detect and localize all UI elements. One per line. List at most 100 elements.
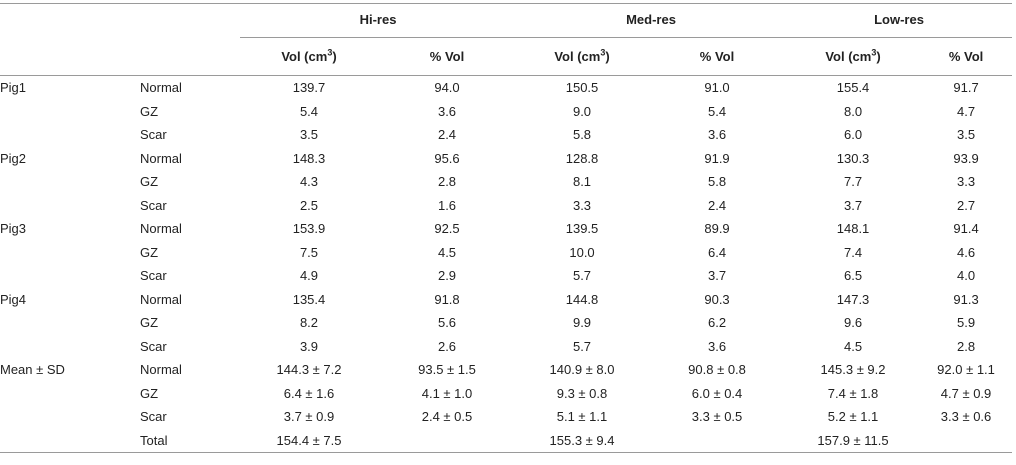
row-group-label [0,194,140,218]
row-tissue-label: Normal [140,362,182,378]
row-tissue-label: Normal [140,150,182,166]
cell-vol: 9.9 [572,315,592,331]
row-tissue-label: GZ [140,174,159,190]
cell-pct-vol: 92.0 ± 1.1 [937,362,995,378]
row-group-label [0,123,140,147]
table-row: Pig2 Normal 148.3 95.6 128.8 91.9 130.3 93.9 [0,147,1012,171]
table-row: Scar 3.7 ± 0.9 2.4 ± 0.5 5.1 ± 1.1 3.3 ± 0.5… [0,405,1012,429]
cell-pct-vol: 4.0 [956,268,976,284]
table-row: GZ 6.4 ± 1.6 4.1 ± 1.0 9.3 ± 0.8 6.0 ± 0.4 7.… [0,382,1012,406]
cell-pct-vol: 3.7 [707,268,727,284]
cell-vol: 153.9 [292,221,326,237]
cell-pct-vol: 3.5 [956,127,976,143]
cell-pct-vol: 89.9 [704,221,730,237]
row-tissue-label: Total [140,432,168,448]
table-row: Pig4 Normal 135.4 91.8 144.8 90.3 147.3 91.3 [0,288,1012,312]
row-group-label [0,405,140,429]
cell-vol: 8.2 [299,315,319,331]
cell-vol: 145.3 ± 9.2 [820,362,886,378]
row-tissue-label: Normal [140,80,182,96]
subheader-row: Vol (cm3) % Vol Vol (cm3) % Vol Vol (cm3… [0,38,1013,76]
blank-header-cell [0,38,140,76]
group-header-low-res: Low-res [786,3,1013,38]
cell-vol: 3.3 [572,197,592,213]
cell-vol: 144.8 [565,291,599,307]
row-tissue-label: Scar [140,127,167,143]
row-group-label [0,170,140,194]
cell-pct-vol: 2.4 [437,127,457,143]
cell-pct-vol: 6.4 [707,244,727,260]
cell-pct-vol: 91.3 [953,291,979,307]
cell-pct-vol: 3.3 ± 0.6 [940,409,992,425]
cell-vol: 5.4 [299,103,319,119]
row-group-label [0,100,140,124]
cell-pct-vol: 4.7 [956,103,976,119]
cell-vol: 2.5 [299,197,319,213]
row-tissue-label: GZ [140,244,159,260]
table-row: GZ 5.4 3.6 9.0 5.4 8.0 4.7 [0,100,1012,124]
table-row: Pig1 Normal 139.7 94.0 150.5 91.0 155.4 91.7 [0,76,1012,100]
row-group-label [0,382,140,406]
cell-pct-vol: 3.6 [707,127,727,143]
cell-pct-vol: 2.7 [956,197,976,213]
cell-pct-vol: 2.6 [437,338,457,354]
cell-vol: 155.3 ± 9.4 [549,432,615,448]
cell-vol: 7.4 ± 1.8 [827,385,879,401]
cell-vol: 148.1 [836,221,870,237]
group-header-row: Hi-res Med-res Low-res [0,3,1013,38]
row-group-label [0,241,140,265]
row-tissue-label: GZ [140,315,159,331]
row-tissue-label: Scar [140,197,167,213]
cell-pct-vol: 3.6 [707,338,727,354]
cell-vol: 3.7 [843,197,863,213]
cell-vol: 6.5 [843,268,863,284]
row-tissue-label: Scar [140,409,167,425]
row-group-label [0,429,140,453]
cell-pct-vol: 2.8 [956,338,976,354]
cell-pct-vol: 92.5 [434,221,460,237]
table-body: Pig1 Normal 139.7 94.0 150.5 91.0 155.4 91.7 GZ 5… [0,76,1013,453]
cell-pct-vol: 2.4 [707,197,727,213]
blank-header-cell [140,38,240,76]
cell-pct-vol [378,429,516,453]
cell-vol: 140.9 ± 8.0 [549,362,615,378]
cell-vol: 10.0 [569,244,595,260]
row-group-label: Pig4 [0,291,27,307]
cell-vol: 157.9 ± 11.5 [817,432,889,448]
cell-vol: 128.8 [565,150,599,166]
cell-vol: 9.0 [572,103,592,119]
cell-pct-vol: 4.7 ± 0.9 [940,385,992,401]
table-row: GZ 4.3 2.8 8.1 5.8 7.7 3.3 [0,170,1012,194]
row-group-label: Pig1 [0,80,27,96]
cell-pct-vol: 90.8 ± 0.8 [688,362,746,378]
cell-vol: 3.7 ± 0.9 [283,409,335,425]
row-tissue-label: Scar [140,268,167,284]
cell-pct-vol: 4.6 [956,244,976,260]
table-row: Scar 3.5 2.4 5.8 3.6 6.0 3.5 [0,123,1012,147]
cell-pct-vol: 1.6 [437,197,457,213]
cell-pct-vol: 91.9 [704,150,730,166]
cell-pct-vol: 5.6 [437,315,457,331]
row-group-label [0,264,140,288]
cell-vol: 144.3 ± 7.2 [276,362,342,378]
cell-pct-vol: 4.5 [437,244,457,260]
cell-pct-vol: 91.8 [434,291,460,307]
cell-vol: 3.9 [299,338,319,354]
cell-vol: 5.7 [572,338,592,354]
cell-vol: 3.5 [299,127,319,143]
cell-pct-vol [920,429,1012,453]
subheader-vol: Vol (cm3) [825,47,881,64]
cell-pct-vol: 6.0 ± 0.4 [691,385,743,401]
cell-pct-vol: 95.6 [434,150,460,166]
row-tissue-label: GZ [140,385,159,401]
subheader-pct-vol: % Vol [948,49,984,64]
volume-results-table: Hi-res Med-res Low-res Vol (cm3) % Vol V… [0,3,1013,453]
cell-pct-vol: 3.6 [437,103,457,119]
table-row: Total 154.4 ± 7.5 155.3 ± 9.4 157.9 ± 11.5 [0,429,1013,453]
row-group-label: Pig2 [0,150,27,166]
cell-pct-vol: 90.3 [704,291,730,307]
cell-vol: 150.5 [565,80,599,96]
cell-vol: 7.4 [843,244,863,260]
table-row: Pig3 Normal 153.9 92.5 139.5 89.9 148.1 91.4 [0,217,1012,241]
